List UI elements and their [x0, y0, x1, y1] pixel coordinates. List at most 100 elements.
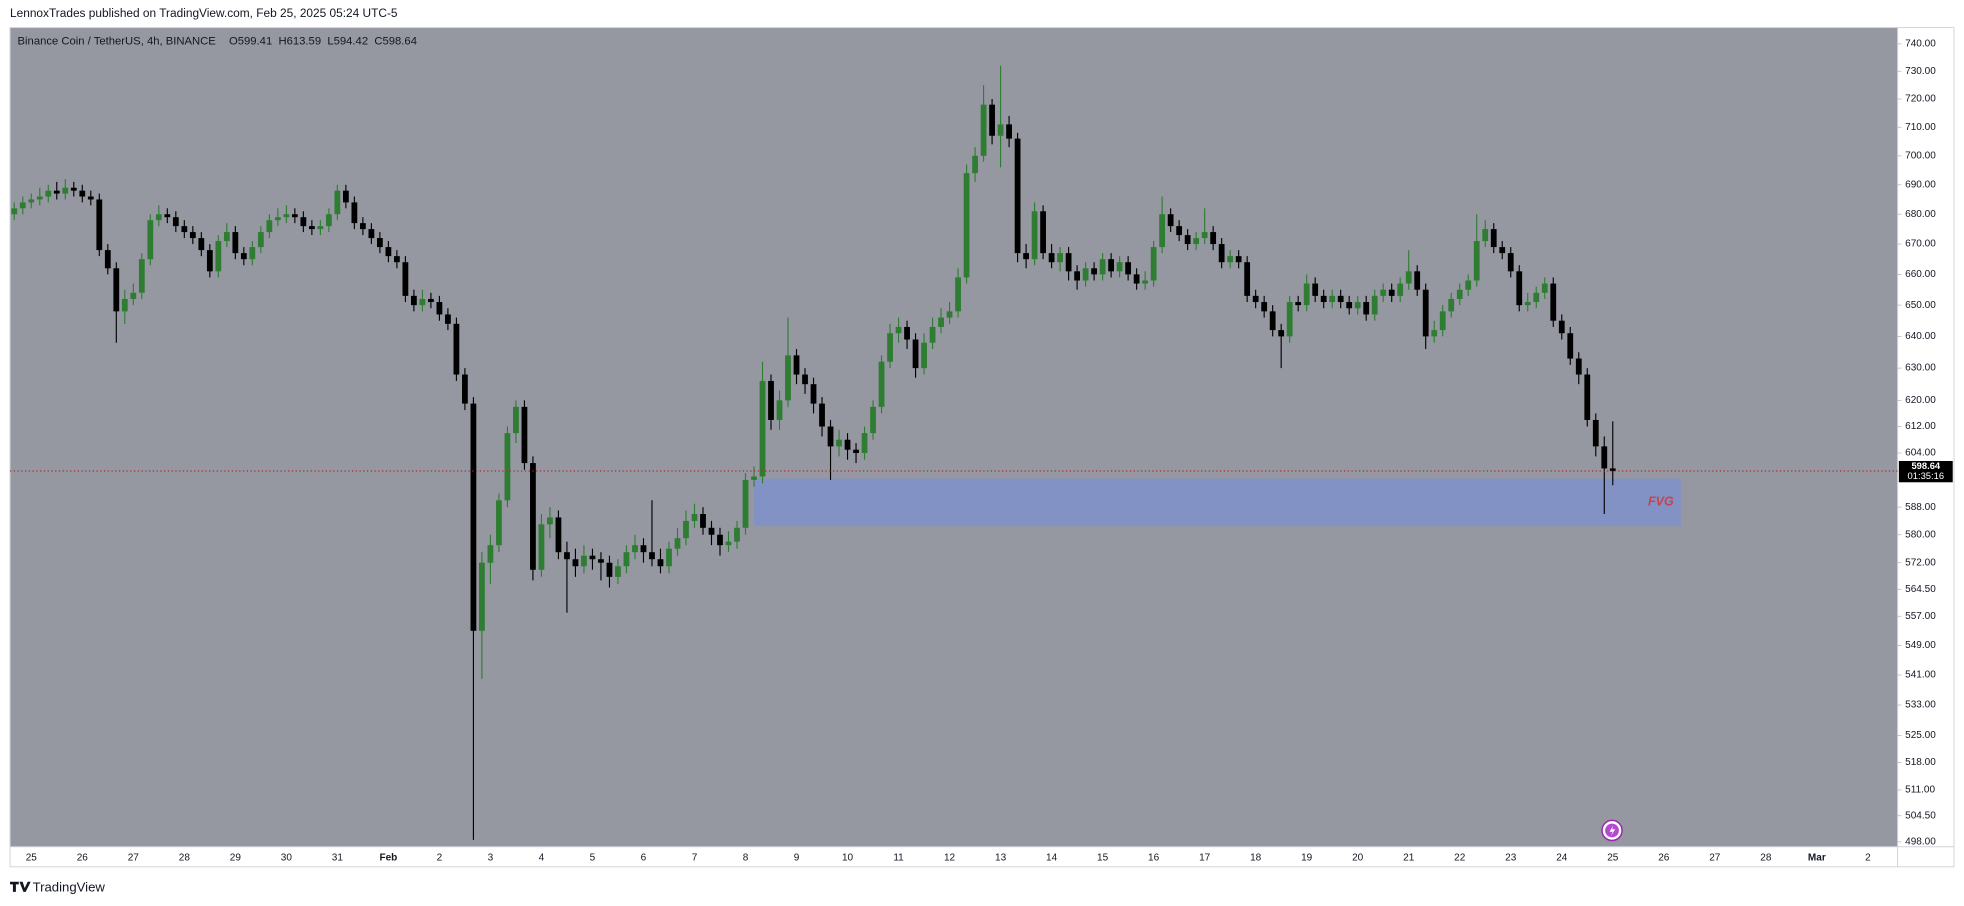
- candle-body: [819, 403, 825, 427]
- candle-body: [1006, 124, 1012, 139]
- y-tick-label: 557.00: [1905, 611, 1936, 622]
- candle-body: [411, 295, 417, 306]
- candle-body: [232, 232, 239, 254]
- candle-body: [70, 187, 77, 191]
- candle-body: [1142, 280, 1149, 284]
- ohlc-value: 594.42: [334, 35, 368, 47]
- candle-body: [997, 124, 1004, 136]
- x-tick-label: 9: [794, 853, 800, 864]
- fvg-label: FVG: [1648, 495, 1674, 509]
- candle-body: [1584, 374, 1591, 420]
- y-tick-label: 620.00: [1905, 395, 1936, 406]
- candle-body: [1371, 295, 1378, 315]
- candle-body: [1507, 253, 1514, 272]
- publisher-line: LennoxTrades published on TradingView.co…: [10, 6, 398, 20]
- x-tick-label: 21: [1403, 853, 1415, 864]
- y-tick-label: 504.50: [1905, 810, 1936, 821]
- candle-body: [385, 247, 392, 257]
- candle-body: [759, 380, 766, 477]
- x-tick-label: 11: [893, 853, 904, 864]
- candle-body: [793, 355, 800, 375]
- y-tick-label: 588.00: [1905, 502, 1936, 513]
- candle-body: [666, 548, 672, 567]
- y-tick-label: 564.50: [1905, 584, 1936, 595]
- candle-body: [1397, 283, 1404, 296]
- event-icon-bolt: [1609, 825, 1616, 837]
- candle-body: [768, 380, 774, 420]
- candle-body: [104, 250, 111, 269]
- candle-body: [1609, 468, 1616, 471]
- candle-body: [640, 545, 647, 553]
- candle-body: [36, 196, 43, 200]
- candle-body: [623, 552, 630, 567]
- candle-body: [1014, 138, 1021, 254]
- candle-body: [308, 226, 315, 230]
- candle-body: [530, 463, 536, 570]
- candle-body: [155, 214, 162, 221]
- x-tick-label: 25: [1607, 853, 1619, 864]
- candle-body: [1074, 271, 1080, 281]
- candle-body: [206, 250, 213, 272]
- candle-body: [1567, 333, 1574, 359]
- x-tick-label: 16: [1148, 853, 1160, 864]
- candle-body: [1405, 271, 1412, 284]
- y-tick-label: 533.00: [1905, 700, 1936, 711]
- candle-body: [742, 479, 749, 528]
- candle-body: [1040, 211, 1046, 254]
- candle-body: [564, 552, 570, 560]
- candle-body: [1269, 311, 1276, 331]
- candle-body: [138, 259, 145, 293]
- candle-body: [972, 155, 978, 174]
- candle-body: [470, 403, 477, 631]
- candle-body: [1091, 268, 1098, 275]
- ohlc-value: 599.41: [238, 35, 272, 47]
- candle-body: [853, 449, 859, 454]
- y-tick-label: 604.00: [1905, 448, 1936, 459]
- x-tick-label: 22: [1454, 853, 1466, 864]
- candle-body: [394, 256, 400, 263]
- candle-body: [657, 559, 664, 567]
- x-tick-label: 28: [1760, 853, 1772, 864]
- candle-body: [1541, 283, 1548, 293]
- ohlc-key: O: [229, 35, 238, 47]
- candle-body: [1516, 271, 1523, 306]
- x-tick-label: 18: [1250, 853, 1262, 864]
- candle-body: [1176, 226, 1183, 236]
- candle-body: [1125, 262, 1132, 275]
- candle-body: [861, 433, 868, 454]
- candle-body: [572, 559, 579, 567]
- candle-body: [462, 374, 468, 404]
- candle-body: [1533, 292, 1540, 303]
- y-tick-label: 650.00: [1905, 300, 1936, 311]
- axes: 740.00 730.00 720.00 710.00 700.00 690.00 680.…: [26, 38, 1953, 864]
- candle-body: [436, 302, 443, 315]
- candle-body: [240, 253, 247, 260]
- y-tick-label: 630.00: [1905, 363, 1936, 374]
- candle-body: [963, 173, 970, 278]
- candle-body: [555, 517, 562, 553]
- candle-body: [359, 223, 366, 230]
- y-tick-label: 572.00: [1905, 557, 1936, 568]
- candle-body: [921, 342, 927, 369]
- x-tick-label: 12: [944, 853, 956, 864]
- y-tick-label: 700.00: [1905, 150, 1936, 161]
- x-tick-label: 7: [692, 853, 698, 864]
- candle-body: [1337, 295, 1344, 303]
- x-tick-label: 2: [437, 853, 443, 864]
- candle-body: [810, 384, 817, 404]
- x-tick-label: 3: [488, 853, 494, 864]
- ohlc-key: H: [278, 35, 286, 47]
- y-tick-label: 549.00: [1905, 640, 1936, 651]
- candle-body: [198, 238, 205, 251]
- candle-body: [1422, 289, 1429, 337]
- candle-body: [257, 232, 264, 248]
- x-tick-label: 5: [590, 853, 596, 864]
- candle-body: [844, 439, 851, 450]
- candle-body: [1057, 253, 1063, 263]
- candle-body: [929, 326, 936, 343]
- candle-body: [1295, 302, 1302, 306]
- y-tick-label: 640.00: [1905, 331, 1936, 342]
- candle-body: [266, 220, 273, 233]
- candle-body: [53, 190, 60, 194]
